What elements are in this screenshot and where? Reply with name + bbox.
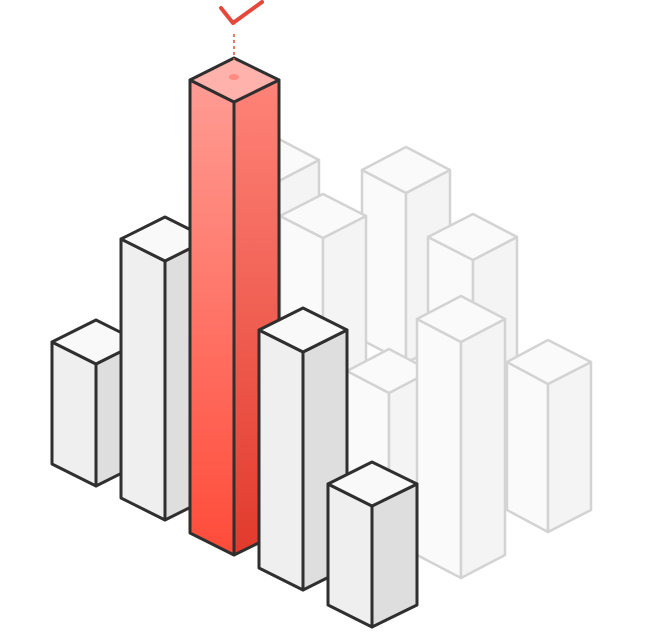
highlight-top-dot — [229, 74, 239, 80]
bar-4-top-face — [326, 460, 419, 508]
faded-bars-group — [232, 136, 593, 580]
checkmark-marker — [219, 0, 264, 60]
bar-2-front-face — [119, 237, 167, 522]
front-bars-group — [50, 56, 419, 629]
bar-3-top-face — [257, 306, 349, 354]
faded-bar-7 — [415, 294, 507, 580]
faded-bar-2-front-face — [360, 168, 408, 365]
bar-3 — [257, 306, 349, 592]
checkmark-icon — [219, 0, 264, 25]
bar-1-front-face — [50, 340, 98, 488]
faded-bar-3-top-face — [278, 192, 368, 240]
faded-bar-5-side-face — [546, 360, 593, 534]
bar-4-front-face — [326, 482, 374, 629]
faded-bar-5-top-face — [505, 338, 593, 386]
highlighted-bar-top-face — [188, 56, 281, 104]
faded-bar-5-front-face — [505, 360, 550, 534]
faded-bar-7-top-face — [415, 294, 507, 344]
faded-bar-7-front-face — [415, 317, 463, 580]
highlighted-bar-front-face — [188, 78, 236, 557]
faded-bar-7-side-face — [459, 317, 507, 580]
bar-3-front-face — [257, 328, 305, 592]
highlighted-bar — [188, 56, 281, 557]
faded-bar-2-top-face — [360, 145, 452, 195]
faded-bar-4-top-face — [426, 212, 519, 262]
bar-4-side-face — [370, 482, 419, 629]
bar-4 — [326, 460, 419, 629]
faded-bar-5 — [505, 338, 593, 534]
